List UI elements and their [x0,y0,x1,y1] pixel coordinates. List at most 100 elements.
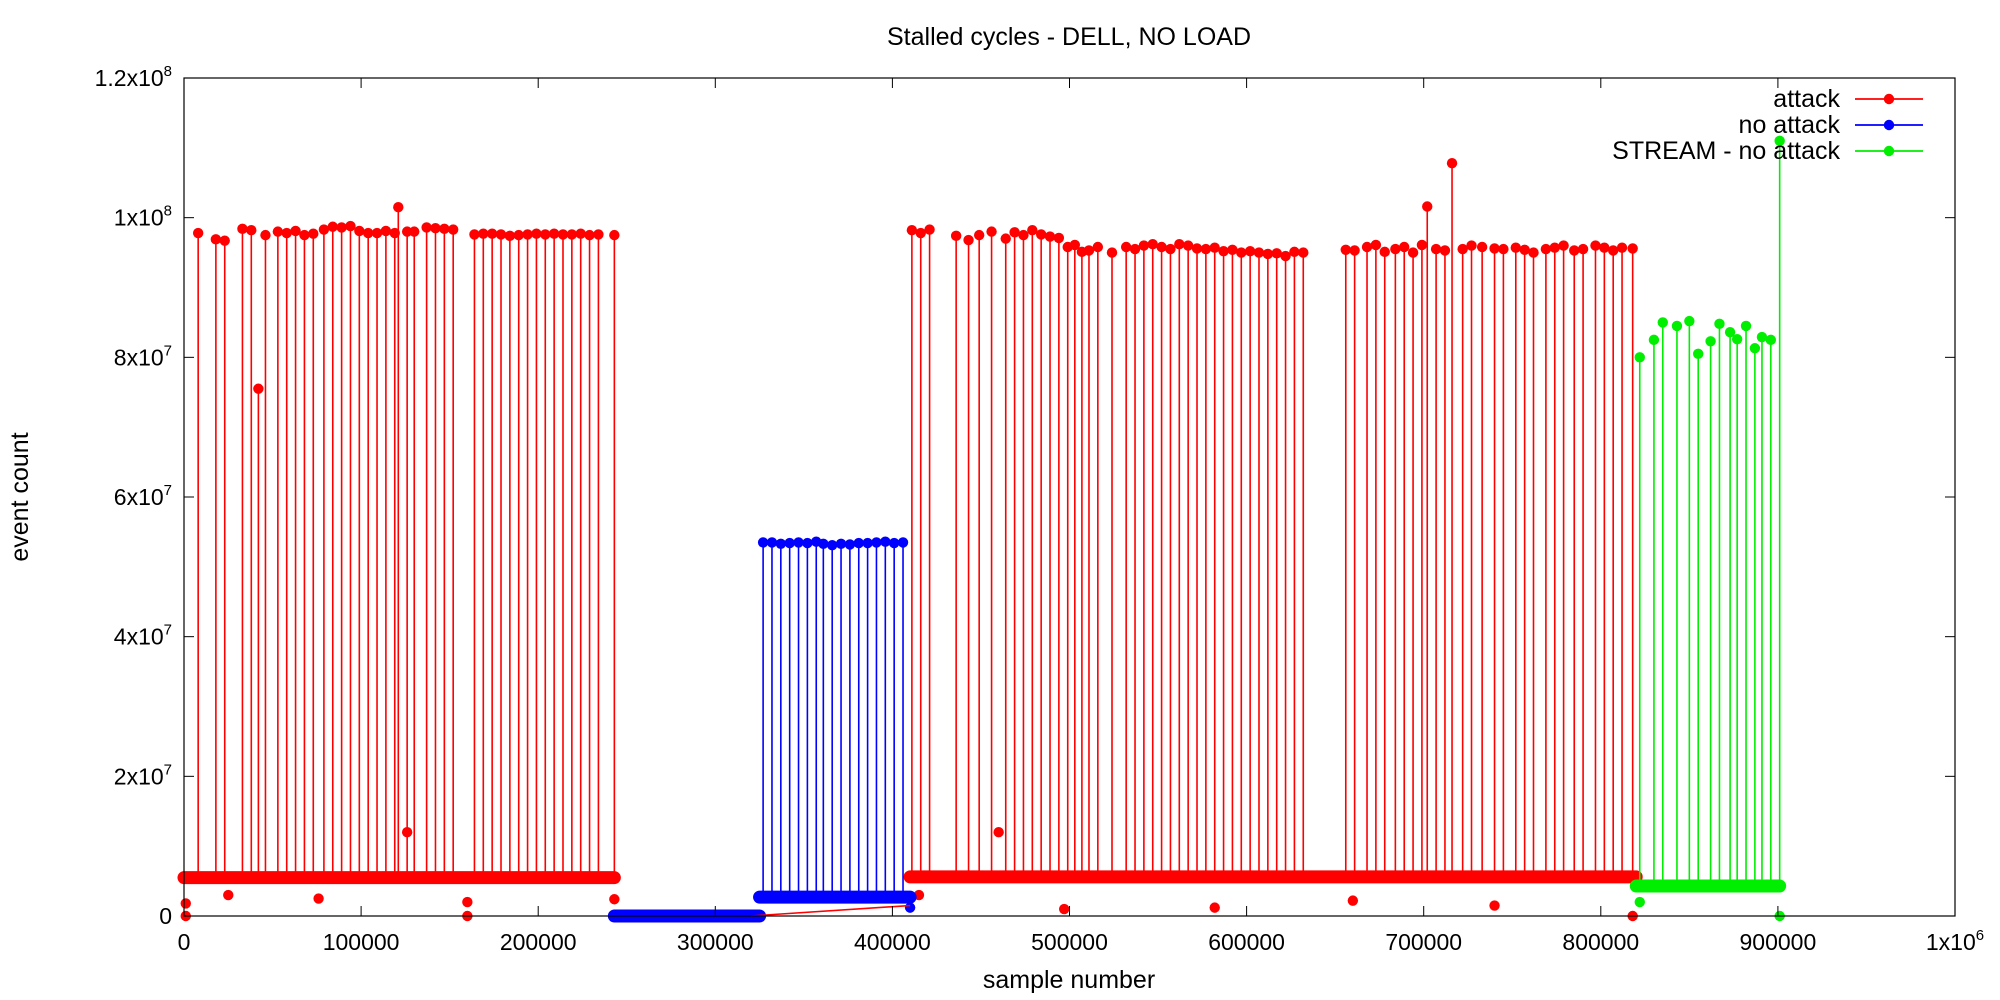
series-1 [607,536,917,923]
series-0-point [1399,241,1410,253]
series-0-point [1236,247,1247,258]
series-2-outlier-point [1634,896,1645,908]
plot-area [177,135,1787,923]
series-0-point [362,227,374,239]
series-0-point [1379,246,1390,258]
series-0-point [1120,241,1132,253]
series-1-point [897,537,909,548]
series-1-outlier-point [904,902,916,913]
series-0-point [486,228,498,239]
series-0-point [1569,245,1580,256]
series-0-point [253,383,264,394]
y-tick-label: 8x107 [114,342,172,370]
axes: 0 100000 200000 300000 400000 500000 600000 700… [95,63,1985,955]
legend-marker-2 [1883,145,1895,157]
series-0-point [1577,243,1589,255]
series-0-point [963,234,974,246]
series-0-point [584,229,595,241]
series-1-point [871,537,882,548]
legend-label-2: STREAM - no attack [1612,137,1840,165]
series-1-point [766,537,778,548]
x-tick-label: 500000 [1031,929,1108,955]
series-1-point [775,538,787,549]
x-tick-label: 200000 [500,929,577,955]
y-tick-label: 0 [159,903,172,929]
series-0-point [522,229,533,240]
series-0-point [1558,240,1569,251]
series-0-point [478,228,489,239]
series-0-point [504,230,516,242]
series-0-point [1390,243,1401,255]
legend-label-1: no attack [1739,111,1841,139]
x-tick-label: 900000 [1740,929,1817,955]
series-0-outlier-point [1489,900,1500,911]
y-tick-label: 6x107 [114,482,172,510]
series-0-point [290,225,301,237]
series-0-point [1182,240,1194,251]
series-0-point [1174,239,1185,250]
series-2-point [1714,318,1725,330]
series-2 [1629,135,1787,922]
series-0-point [1489,243,1500,254]
series-0-point [1298,247,1309,258]
series-1-point [888,537,900,549]
series-0-connector-line [750,904,911,917]
series-0-point [1018,229,1029,241]
series-0-point [1165,243,1176,255]
series-0-point [1416,239,1428,251]
x-tick-label: 0 [178,929,191,955]
series-0-point [1138,240,1150,251]
series-1-point [862,537,873,549]
series-0-point [1439,245,1451,256]
series-0-outlier-point [609,894,620,905]
series-0-point [272,226,284,237]
series-0-point [430,222,441,234]
series-2-point [1634,352,1645,363]
series-0-point [593,229,604,240]
chart-title: Stalled cycles - DELL, NO LOAD [887,23,1251,51]
series-0-point [1209,242,1220,253]
series-1-point [818,538,829,549]
y-tick-exponent: 7 [164,761,172,778]
series-0-point [318,224,330,235]
series-0-outlier-point [1209,902,1220,913]
series-0-point [1498,243,1509,255]
series-1-point [784,537,795,549]
x-tick-label: 800000 [1562,929,1639,955]
y-tick-exponent: 7 [164,482,172,499]
series-0-point [1253,247,1265,258]
series-0-point [439,223,450,235]
series-0-point [1271,248,1282,259]
series-1-point [844,539,856,550]
series-0-point [237,223,248,235]
series-0-point [1262,248,1274,260]
legend-label-0: attack [1773,85,1840,113]
series-1-point [793,537,804,548]
series-0-point [327,221,338,232]
x-tick-exponent: 6 [1976,927,1984,944]
series-0-point [1540,243,1552,255]
series-0-point [1446,157,1458,169]
series-1-point [880,536,891,547]
series-0-point [1083,245,1095,256]
series-0-point [548,228,560,239]
series-2-point [1724,326,1736,338]
series-0-point [1361,241,1373,253]
series-0-point [1549,242,1560,253]
series-0-point [1466,240,1477,251]
series-0-point [986,226,997,237]
series-0-point [1528,247,1539,258]
series-2-point [1756,331,1768,343]
series-0-point [389,227,400,239]
series-0-point [393,201,404,213]
series-0-point [1627,243,1638,254]
series-0-point [1027,225,1038,236]
series-0-point [1191,243,1203,254]
series-0-point [495,229,507,240]
series-0-point [1147,239,1158,250]
series-0-outlier-point [1347,895,1359,906]
series-0-point [1616,242,1628,253]
series-0-point [557,229,569,240]
